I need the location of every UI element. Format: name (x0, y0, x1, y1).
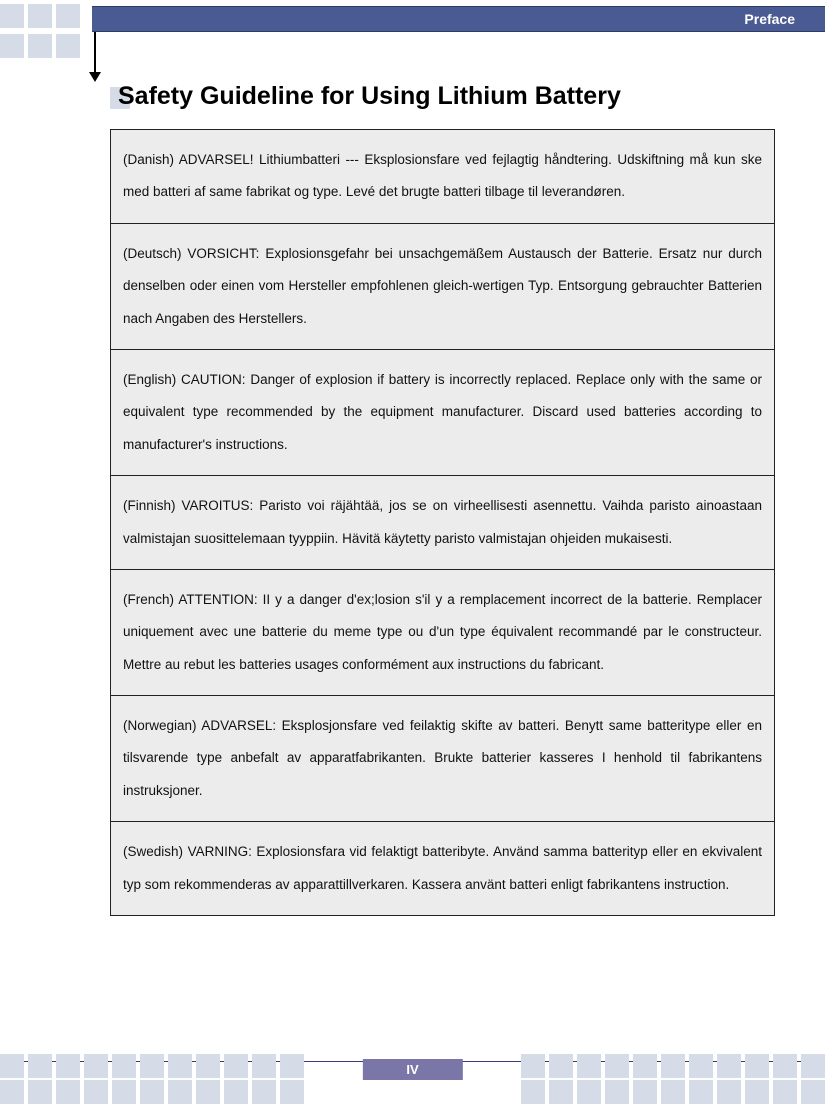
header-bar: Preface (92, 6, 825, 32)
content-area: Safety Guideline for Using Lithium Batte… (110, 82, 775, 916)
warning-cell: (English) CAUTION: Danger of explosion i… (111, 349, 775, 475)
warning-cell: (Swedish) VARNING: Explosionsfara vid fe… (111, 822, 775, 916)
warning-cell: (French) ATTENTION: II y a danger d'ex;l… (111, 569, 775, 695)
title-wrap: Safety Guideline for Using Lithium Batte… (110, 82, 775, 111)
decor-bottom-left-1 (0, 1054, 304, 1078)
arrow-down-icon (89, 72, 101, 82)
warning-cell: (Deutsch) VORSICHT: Explosionsgefahr bei… (111, 223, 775, 349)
decor-bottom-right-2 (521, 1080, 825, 1104)
decor-bottom-left-2 (0, 1080, 304, 1104)
decor-bottom-right-1 (521, 1054, 825, 1078)
page-number-badge: IV (362, 1059, 462, 1080)
page-title: Safety Guideline for Using Lithium Batte… (118, 82, 621, 111)
warning-cell: (Finnish) VAROITUS: Paristo voi räjähtää… (111, 476, 775, 570)
footer: IV (0, 1050, 825, 1098)
warning-cell: (Danish) ADVARSEL! Lithiumbatteri --- Ek… (111, 130, 775, 224)
arrow-line (94, 32, 96, 74)
decor-top-row-2 (0, 34, 80, 58)
header-label: Preface (744, 11, 795, 27)
warning-cell: (Norwegian) ADVARSEL: Eksplosjonsfare ve… (111, 696, 775, 822)
decor-top-row-1 (0, 4, 80, 28)
warnings-table: (Danish) ADVARSEL! Lithiumbatteri --- Ek… (110, 129, 775, 916)
